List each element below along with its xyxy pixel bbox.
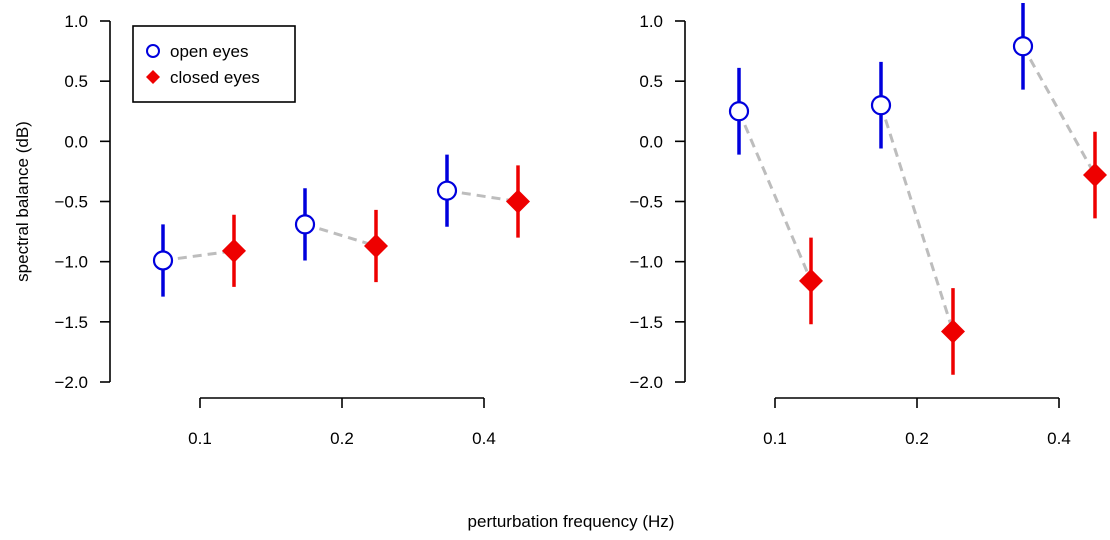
x-tick-label: 0.2	[905, 429, 929, 448]
x-axis-title: perturbation frequency (Hz)	[468, 512, 675, 531]
y-tick-label: −0.5	[629, 193, 663, 212]
connector-line	[304, 222, 377, 248]
connector-line	[162, 249, 235, 262]
y-tick-label: −2.0	[629, 373, 663, 392]
closed-eyes-point	[506, 189, 530, 214]
y-tick-label: −0.5	[54, 193, 88, 212]
y-axis-title: spectral balance (dB)	[13, 121, 32, 282]
y-tick-label: 0.0	[64, 132, 88, 151]
connector-line	[446, 189, 519, 203]
closed-eyes-point	[222, 238, 246, 263]
y-tick-label: 1.0	[64, 12, 88, 31]
y-tick-label: 0.5	[64, 72, 88, 91]
connector-line	[1021, 45, 1097, 176]
open-eyes-point	[1012, 36, 1034, 57]
closed-eyes-point	[799, 268, 823, 293]
left-panel: −2.0 −1.5 −1.0 −0.5 0.0 0.5 1.0 spectral balanc…	[13, 12, 530, 448]
x-tick-label: 0.1	[763, 429, 787, 448]
connector-line	[737, 110, 813, 282]
legend-label: open eyes	[170, 42, 248, 61]
closed-eyes-point	[941, 319, 965, 344]
legend-open-circle-icon	[146, 44, 160, 58]
y-tick-label: −1.5	[54, 313, 88, 332]
open-eyes-point	[436, 180, 458, 201]
y-tick-label: 0.0	[639, 132, 663, 151]
right-panel: −2.0 −1.5 −1.0 −0.5 0.0 0.5 1.0 0.1 0.2 0.4	[629, 2, 1107, 448]
open-eyes-point	[870, 95, 892, 116]
closed-eyes-point	[364, 234, 388, 259]
legend-diamond-icon	[146, 70, 160, 84]
legend: open eyes closed eyes	[132, 25, 296, 103]
x-tick-label: 0.4	[1047, 429, 1071, 448]
x-tick-label: 0.1	[188, 429, 212, 448]
legend-box	[132, 25, 296, 103]
closed-eyes-point	[1083, 163, 1107, 188]
y-tick-label: −1.0	[54, 253, 88, 272]
y-tick-label: −2.0	[54, 373, 88, 392]
open-eyes-point	[152, 250, 174, 271]
y-tick-label: 0.5	[639, 72, 663, 91]
open-eyes-point	[728, 101, 750, 122]
x-tick-label: 0.4	[472, 429, 496, 448]
y-tick-label: 1.0	[639, 12, 663, 31]
x-tick-label: 0.2	[330, 429, 354, 448]
open-eyes-point	[294, 214, 316, 235]
connector-line	[879, 104, 955, 332]
legend-label: closed eyes	[170, 68, 260, 87]
y-tick-label: −1.0	[629, 253, 663, 272]
y-tick-label: −1.5	[629, 313, 663, 332]
